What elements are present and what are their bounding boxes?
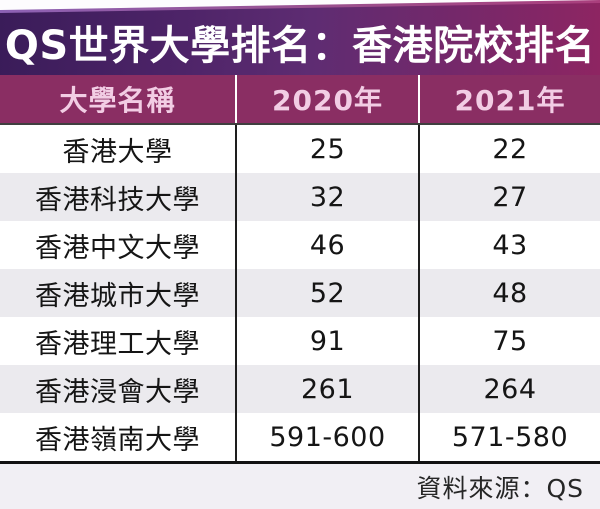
table-row: 香港理工大學 91 75: [0, 317, 600, 365]
table-header-row: 大學名稱 2020年 2021年: [0, 75, 600, 125]
cell-university-name: 香港科技大學: [35, 184, 200, 216]
cell-rank-2021: 22: [418, 125, 600, 173]
cell-university-name: 香港浸會大學: [35, 376, 200, 408]
table-row: 香港浸會大學 261 264: [0, 365, 600, 413]
cell-rank-2020: 32: [235, 173, 418, 221]
header-cell-2020: 2020年: [235, 75, 418, 123]
cell-university-name: 香港大學: [62, 136, 173, 168]
cell-rank-2021: 571-580: [418, 413, 600, 461]
cell-rank-2020: 591-600: [235, 413, 418, 461]
cell-rank-2021: 43: [418, 221, 600, 269]
table-row: 香港嶺南大學 591-600 571-580: [0, 413, 600, 461]
title-banner: QS世界大學排名：香港院校排名: [0, 0, 600, 75]
table-bottom-rule: [0, 461, 600, 464]
cell-rank-2020: 25: [235, 125, 418, 173]
table-row: 香港科技大學 32 27: [0, 173, 600, 221]
footer: 資料來源：QS: [0, 464, 600, 509]
table-row: 香港中文大學 46 43: [0, 221, 600, 269]
cell-university-name: 香港中文大學: [35, 232, 200, 264]
header-cell-2021: 2021年: [418, 75, 600, 123]
cell-rank-2020: 46: [235, 221, 418, 269]
cell-rank-2021: 27: [418, 173, 600, 221]
table-row: 香港城市大學 52 48: [0, 269, 600, 317]
cell-university-name: 香港城市大學: [35, 280, 200, 312]
source-note: 資料來源：QS: [416, 473, 584, 503]
table-row: 香港大學 25 22: [0, 125, 600, 173]
cell-university-name: 香港嶺南大學: [35, 424, 200, 456]
cell-rank-2021: 48: [418, 269, 600, 317]
banner: QS世界大學排名：香港院校排名: [0, 3, 600, 75]
cell-rank-2021: 264: [418, 365, 600, 413]
cell-university-name: 香港理工大學: [35, 328, 200, 360]
cell-rank-2020: 261: [235, 365, 418, 413]
header-cell-university: 大學名稱: [59, 84, 176, 117]
table-body: 香港大學 25 22 香港科技大學 32 27 香港中文大學 46 43 香港城…: [0, 125, 600, 461]
cell-rank-2020: 52: [235, 269, 418, 317]
cell-rank-2020: 91: [235, 317, 418, 365]
cell-rank-2021: 75: [418, 317, 600, 365]
page-title: QS世界大學排名：香港院校排名: [4, 23, 596, 69]
